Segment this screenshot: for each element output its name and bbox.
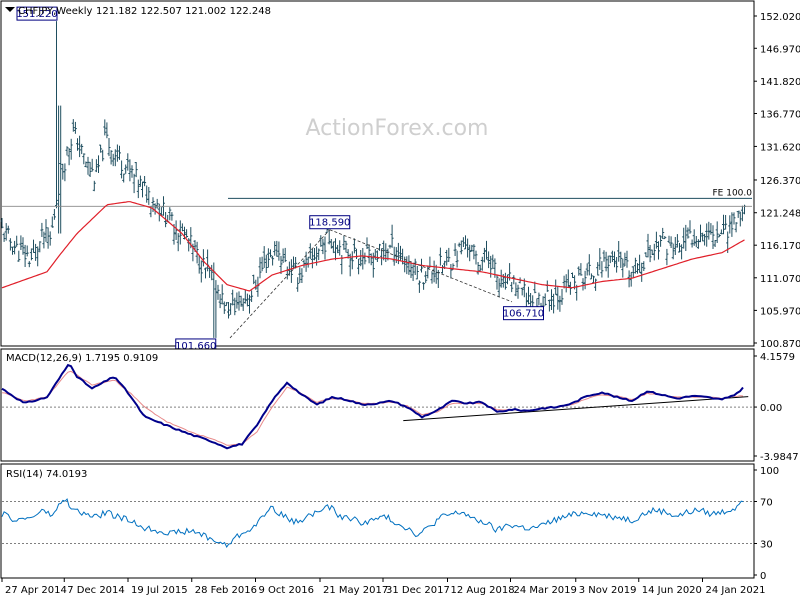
macd-title: MACD(12,26,9) 1.7195 0.9109	[6, 353, 158, 364]
x-axis-tick-label: 28 Feb 2016	[195, 585, 257, 596]
price-y-tick-label: 131.620	[760, 142, 800, 153]
rsi-title: RSI(14) 74.0193	[6, 469, 87, 480]
price-panel[interactable]: ActionForex.com FE 100.0151.220101.66011…	[1, 1, 800, 352]
ohlc-values: 121.182 122.507 121.002 122.248	[96, 6, 271, 17]
x-axis-tick-label: 21 May 2017	[323, 585, 388, 596]
price-y-tick-label: 111.070	[760, 274, 800, 285]
macd-y-tick-label: -3.9847	[760, 452, 799, 463]
price-y-tick-label: 152.020	[760, 12, 800, 23]
rsi-y-tick-label: 100	[760, 466, 779, 477]
price-y-tick-label: 146.970	[760, 44, 800, 55]
symbol-label: CHFJPY,Weekly	[18, 6, 92, 17]
price-y-tick-label: 141.820	[760, 77, 800, 88]
price-y-tick-label: 136.770	[760, 109, 800, 120]
price-annotation-label: 118.590	[309, 218, 350, 229]
macd-y-tick-label: 4.1579	[760, 352, 795, 363]
watermark: ActionForex.com	[306, 116, 489, 141]
x-axis-tick-label: 31 Dec 2017	[386, 585, 450, 596]
x-axis-tick-label: 24 Mar 2019	[514, 585, 577, 596]
x-axis-tick-label: 14 Jun 2020	[642, 585, 702, 596]
fe-level-label: FE 100.0	[713, 188, 753, 198]
x-axis-tick-label: 7 Dec 2014	[67, 585, 125, 596]
x-axis-tick-label: 24 Jan 2021	[706, 585, 766, 596]
price-y-tick-label: 126.370	[760, 176, 800, 187]
x-axis-tick-label: 3 Nov 2019	[579, 585, 637, 596]
price-y-tick-label: 116.170	[760, 241, 800, 252]
price-y-tick-label: 121.248	[760, 209, 800, 220]
rsi-panel[interactable]: 100 70 30 0 RSI(14) 74.0193	[1, 464, 779, 582]
x-axis-tick-label: 12 Aug 2018	[451, 585, 515, 596]
price-y-tick-label: 100.870	[760, 339, 800, 350]
rsi-y-tick-label: 30	[760, 540, 773, 551]
x-axis-tick-label: 9 Oct 2016	[259, 585, 314, 596]
price-y-axis: 152.020 146.970 141.820 136.770 131.620 126.3…	[754, 12, 800, 350]
macd-panel-frame	[1, 349, 754, 461]
rsi-panel-frame	[1, 464, 754, 578]
macd-y-axis: 4.1579 0.00 -3.9847	[754, 352, 799, 463]
header-title: CHFJPY,Weekly 121.182 122.507 121.002 12…	[5, 6, 271, 17]
price-y-tick-label: 105.970	[760, 306, 800, 317]
rsi-y-tick-label: 70	[760, 498, 773, 509]
x-axis-tick-label: 27 Apr 2014	[5, 585, 67, 596]
price-panel-frame	[1, 1, 754, 346]
macd-panel[interactable]: 4.1579 0.00 -3.9847 MACD(12,26,9) 1.7195 0…	[1, 349, 799, 463]
rsi-y-tick-label: 0	[760, 571, 766, 582]
macd-y-tick-label: 0.00	[760, 403, 782, 414]
x-axis-tick-label: 19 Jul 2015	[131, 585, 188, 596]
price-annotation-label: 106.710	[503, 309, 544, 320]
rsi-y-axis: 100 70 30 0	[754, 466, 779, 582]
